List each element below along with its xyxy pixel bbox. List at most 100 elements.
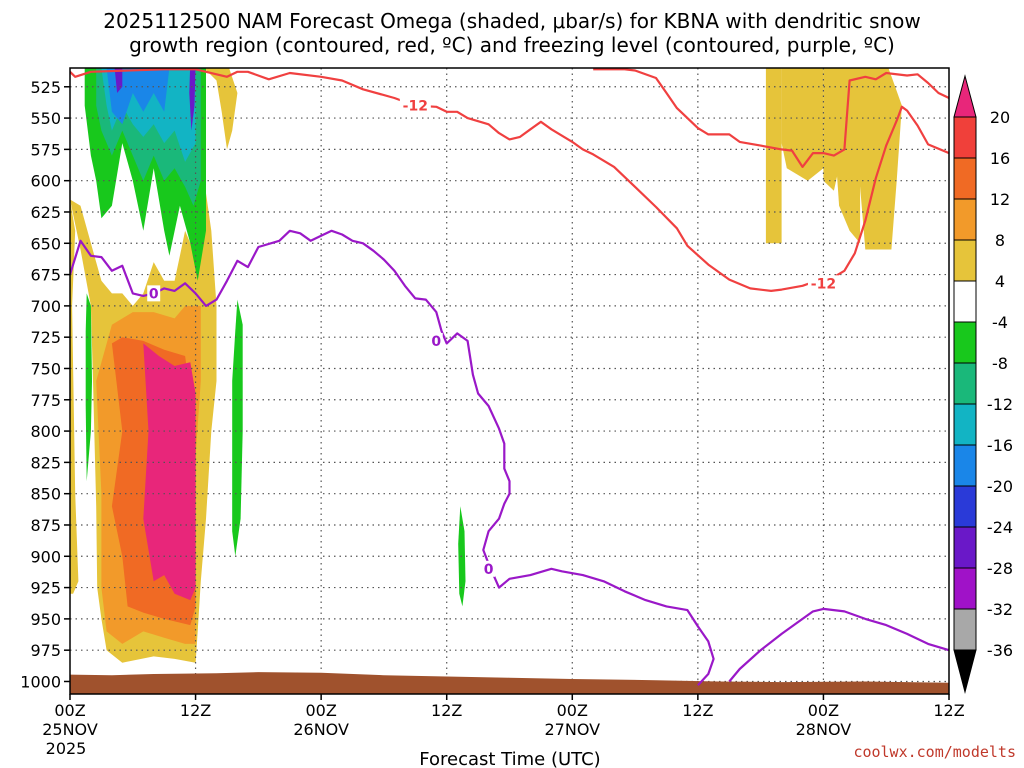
colorbar-band: [953, 403, 977, 446]
chart-title-line-1: 2025112500 NAM Forecast Omega (shaded, μ…: [103, 9, 921, 33]
y-tick-label: 575: [30, 140, 61, 159]
freezing-contour-label: 0: [484, 562, 494, 578]
y-tick-label: 1000: [20, 672, 61, 691]
omega-region-positive-4-8-top: [203, 68, 238, 150]
colorbar-band: [953, 485, 977, 528]
colorbar-label: -24: [987, 518, 1013, 537]
x-tick-label: 12Z: [431, 701, 462, 720]
freezing-contour-label: 0: [149, 286, 159, 302]
x-tick-date-label: 26NOV: [293, 720, 349, 739]
colorbar-band: [953, 280, 977, 323]
omega-region-positive-4-8-east-1: [765, 68, 782, 244]
x-tick-label: 00Z: [305, 701, 336, 720]
freezing-contour-label-bg: [482, 560, 496, 577]
x-tick-label: 00Z: [54, 701, 85, 720]
y-tick-label: 775: [30, 391, 61, 410]
freezing-level-contour-c: [948, 680, 949, 682]
terrain-surface: [70, 672, 949, 694]
freezing-contour-label-bg: [429, 332, 443, 349]
colorbar-label: 8: [995, 231, 1005, 250]
freezing-contour-label: 0: [431, 334, 441, 350]
plot-frame: [69, 67, 950, 695]
y-tick-label: 700: [30, 297, 61, 316]
colorbar-band: [953, 157, 977, 200]
colorbar-label: -4: [992, 313, 1008, 332]
omega-region-positive-over-20: [143, 343, 196, 601]
omega-region-positive-4-8-edge: [70, 199, 79, 594]
grid-lines: [70, 68, 949, 694]
omega-region-positive-4-8-east-4: [833, 130, 861, 244]
colorbar-band: [953, 526, 977, 569]
colorbar-label: -32: [987, 600, 1013, 619]
y-tick-label: 900: [30, 547, 61, 566]
colorbar-label: -36: [987, 641, 1013, 660]
omega-region-negative-4-8-thin: [85, 293, 92, 482]
freezing-contour-label-bg: [147, 285, 161, 302]
x-tick-label: 12Z: [180, 701, 211, 720]
colorbar-label: -16: [987, 436, 1013, 455]
y-tick-label: 875: [30, 516, 61, 535]
colorbar-band: [953, 362, 977, 405]
y-tick-label: 625: [30, 203, 61, 222]
x-tick-year-label: 2025: [46, 739, 87, 758]
contour-lines: -12 -12 0 0 0: [70, 68, 949, 686]
colorbar-label: 20: [990, 108, 1010, 127]
y-tick-label: 825: [30, 453, 61, 472]
y-tick-label: 725: [30, 328, 61, 347]
y-tick-label: 550: [30, 109, 61, 128]
x-tick-label: 00Z: [557, 701, 588, 720]
x-axis-title: Forecast Time (UTC): [419, 749, 600, 768]
credit-text: coolwx.com/modelts: [853, 743, 1016, 761]
dgz-contour-minus12-b: [593, 68, 949, 168]
colorbar-label: -20: [987, 477, 1013, 496]
y-axis: 525 550 575 600 625 650 675 700 725 750 775 800 825 8…: [20, 78, 70, 691]
x-tick-date-label: 28NOV: [796, 720, 852, 739]
colorbar-band: [953, 239, 977, 282]
y-tick-label: 600: [30, 172, 61, 191]
x-tick-label: 12Z: [933, 701, 964, 720]
colorbar-band: [953, 567, 977, 610]
omega-region-negative-4-8-column: [232, 299, 243, 557]
omega-region-positive-4-8-east-2: [781, 68, 824, 181]
x-tick-date-label: 27NOV: [544, 720, 600, 739]
dgz-contour-label-bg: [399, 97, 431, 114]
colorbar-band: [953, 608, 977, 651]
freezing-level-contour: [70, 229, 715, 686]
y-tick-label: 850: [30, 485, 61, 504]
y-tick-label: 925: [30, 579, 61, 598]
dgz-contour-minus12: [70, 68, 824, 292]
dgz-contour-label: -12: [811, 276, 836, 292]
colorbar-label: -12: [987, 395, 1013, 414]
colorbar-label: 16: [990, 149, 1010, 168]
chart-title-line-2: growth region (contoured, red, ºC) and f…: [129, 33, 895, 57]
omega-region-positive-4-8-east-3: [823, 68, 902, 250]
omega-region-negative-24-28-b: [189, 68, 196, 131]
y-tick-label: 675: [30, 266, 61, 285]
colorbar-label: -28: [987, 559, 1013, 578]
colorbar-under-triangle: [953, 649, 977, 694]
colorbar-band: [953, 444, 977, 487]
colorbar-band: [953, 198, 977, 241]
colorbar-label: 12: [990, 190, 1010, 209]
y-tick-label: 800: [30, 422, 61, 441]
colorbar-label: 4: [995, 272, 1005, 291]
freezing-level-contour-b: [728, 607, 949, 683]
y-tick-label: 525: [30, 78, 61, 97]
dgz-contour-label-bg: [807, 275, 839, 292]
colorbar-band: [953, 116, 977, 159]
y-tick-label: 650: [30, 234, 61, 253]
x-tick-label: 12Z: [682, 701, 713, 720]
y-tick-label: 975: [30, 641, 61, 660]
colorbar-band: [953, 321, 977, 364]
terrain-fill: [70, 672, 949, 694]
omega-shading: [70, 68, 902, 663]
x-tick-label: 00Z: [808, 701, 839, 720]
colorbar-over-triangle: [953, 74, 977, 118]
y-tick-label: 750: [30, 359, 61, 378]
colorbar-label: -8: [992, 354, 1008, 373]
dgz-contour-label: -12: [403, 99, 428, 115]
colorbar: 20 16 12 8 4 -4 -8 -12 -16 -20 -24 -28 -32 -36: [953, 74, 1013, 694]
dgz-contour-minus12-c: [822, 105, 949, 285]
